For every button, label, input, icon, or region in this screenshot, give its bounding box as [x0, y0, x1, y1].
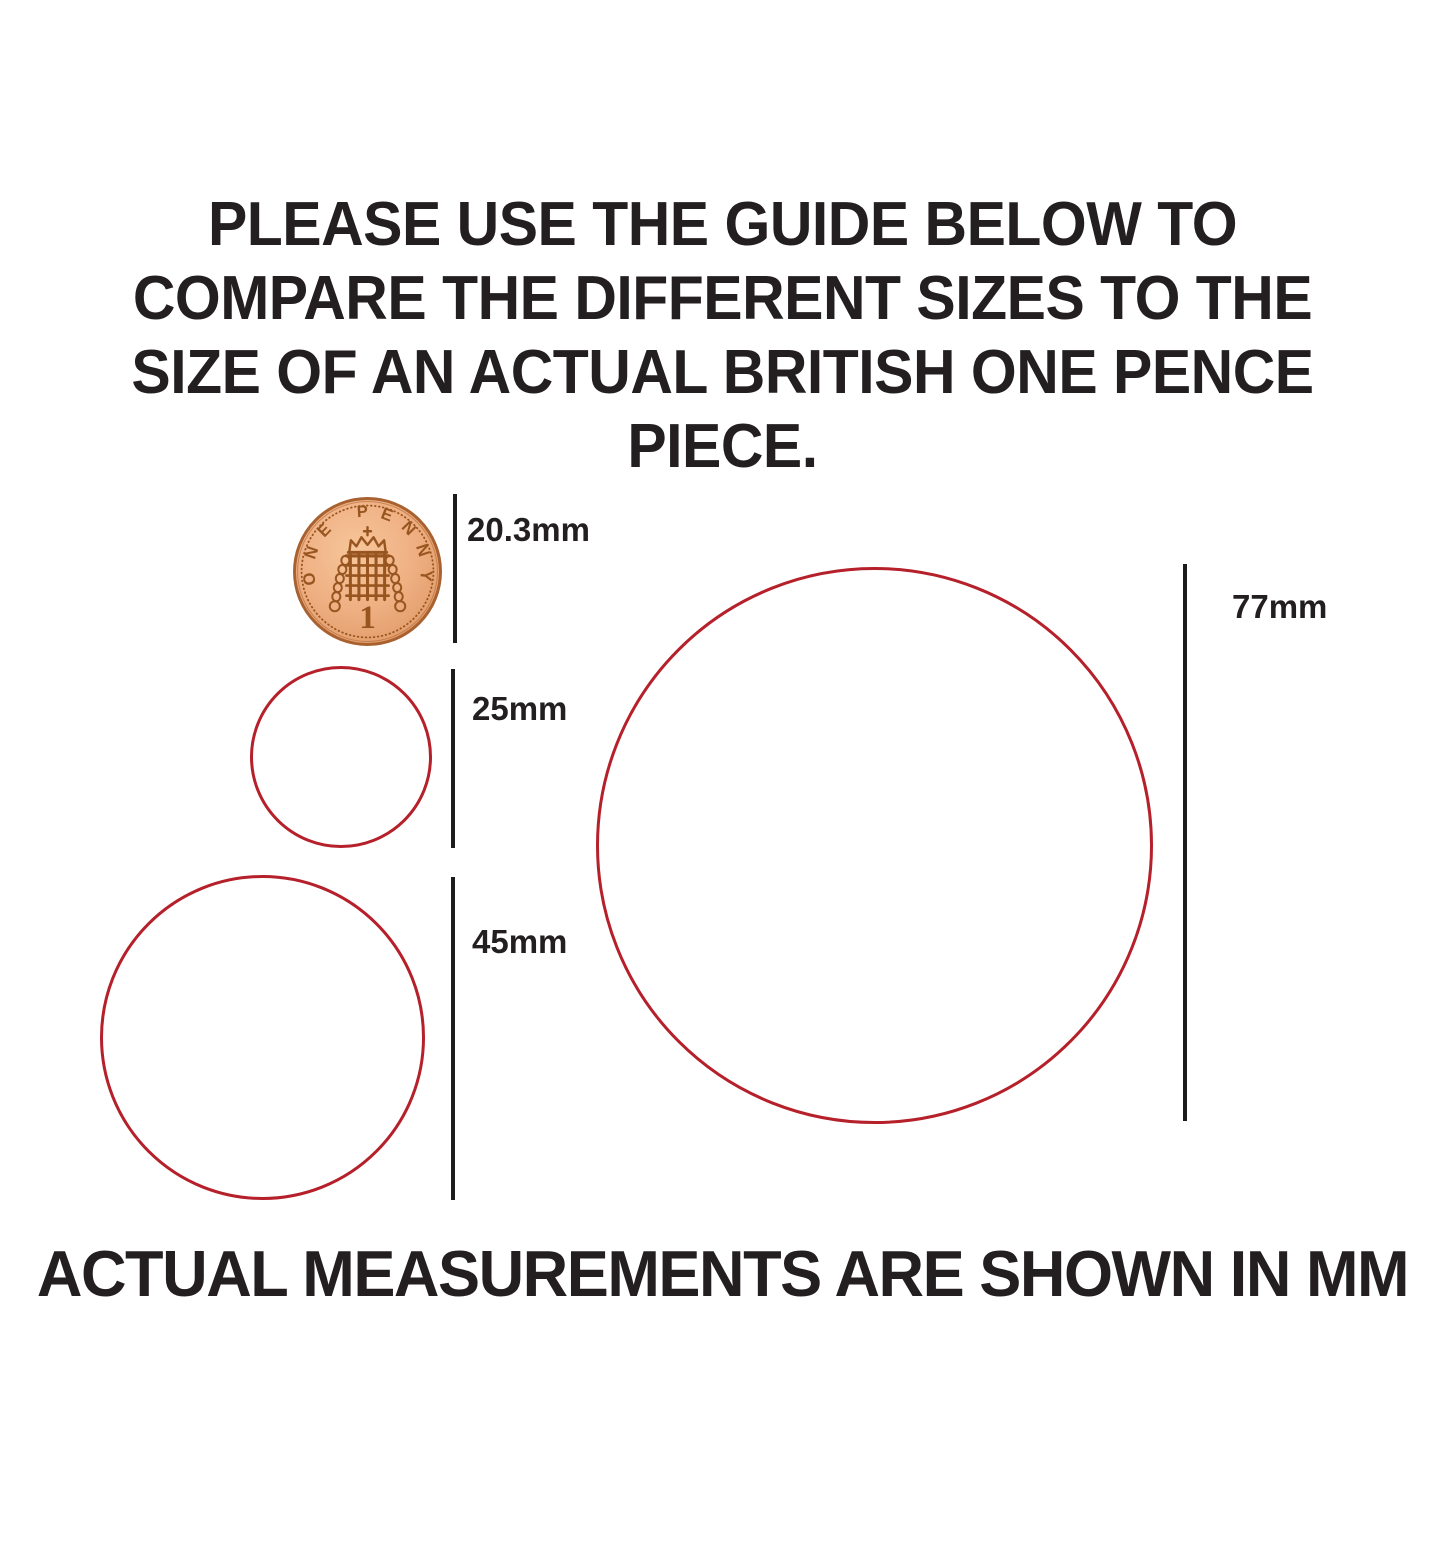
- measure-line-20-3mm: [453, 494, 457, 643]
- measure-line-25mm: [451, 669, 455, 848]
- crown-outline: [348, 536, 387, 553]
- guide-title-line: PIECE.: [627, 412, 818, 481]
- guide-title-line: COMPARE THE DIFFERENT SIZES TO THE: [132, 264, 1313, 333]
- chain-left: [328, 554, 351, 613]
- guide-title-line: SIZE OF AN ACTUAL BRITISH ONE PENCE: [131, 338, 1314, 407]
- circle-77mm: [596, 567, 1153, 1124]
- guide-title-line: PLEASE USE THE GUIDE BELOW TO: [207, 190, 1238, 259]
- measure-line-77mm: [1183, 564, 1187, 1121]
- size-label-20-3mm: 20.3mm: [467, 511, 590, 548]
- portcullis-bars-vertical: [348, 552, 387, 602]
- coin-portcullis: [328, 525, 407, 613]
- one-penny-coin: ONE PENNY: [293, 497, 442, 646]
- guide-footer: ACTUAL MEASUREMENTS ARE SHOWN IN MM: [36, 1237, 1410, 1310]
- guide-title: PLEASE USE THE GUIDE BELOW TO COMPARE TH…: [36, 188, 1409, 484]
- portcullis-bars-horizontal: [345, 564, 390, 597]
- size-label-25mm: 25mm: [472, 690, 568, 727]
- size-label-77mm: 77mm: [1232, 588, 1328, 625]
- coin-beaded-ring: [300, 504, 435, 639]
- size-label-45mm: 45mm: [472, 923, 568, 960]
- crown-cross: [362, 525, 373, 537]
- circle-45mm: [100, 875, 425, 1200]
- measure-line-45mm: [451, 877, 455, 1200]
- chain-right: [384, 554, 407, 613]
- circle-25mm: [250, 666, 432, 848]
- coin-denomination: 1: [359, 599, 376, 636]
- coin-inner-edge: [297, 501, 438, 642]
